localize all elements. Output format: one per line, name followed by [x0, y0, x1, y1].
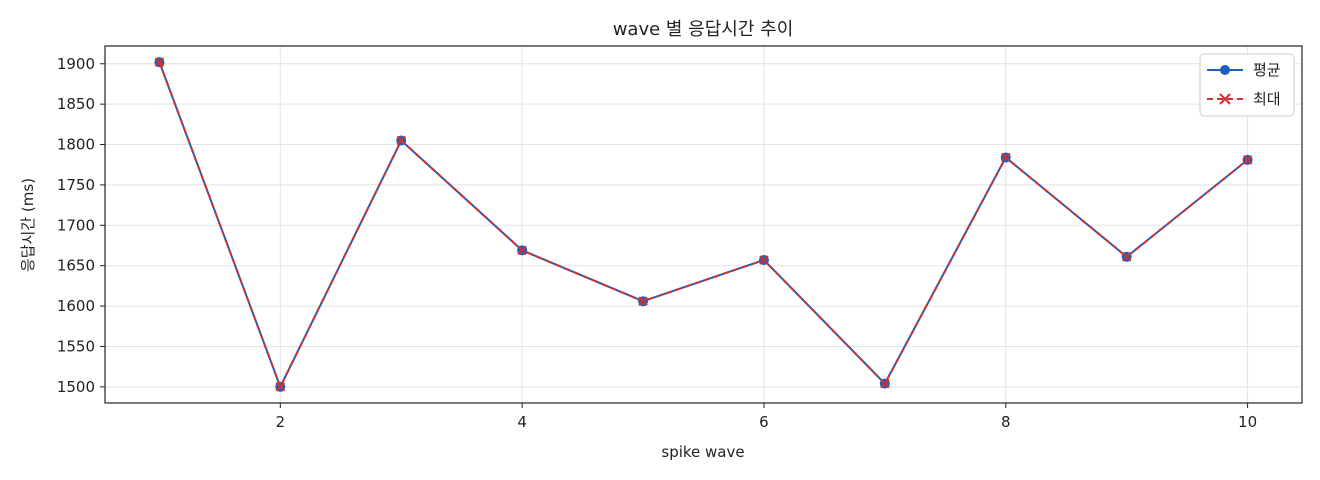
legend-marker-max [1219, 93, 1231, 105]
y-tick-label: 1900 [57, 55, 95, 73]
max-point [154, 57, 165, 67]
x-tick-label: 8 [1001, 413, 1011, 431]
x-tick-label: 2 [276, 413, 286, 431]
y-tick-label: 1850 [57, 95, 95, 113]
y-tick-label: 1500 [57, 378, 95, 396]
chart-title: wave 별 응답시간 추이 [613, 19, 794, 40]
x-tick-label: 4 [517, 413, 527, 431]
x-tick-label: 10 [1238, 413, 1257, 431]
series-layer [154, 57, 1253, 392]
y-tick-label: 1650 [57, 257, 95, 275]
x-tick-label: 6 [759, 413, 769, 431]
y-tick-label: 1550 [57, 337, 95, 355]
max-point [759, 255, 769, 265]
max-point [517, 245, 527, 256]
max-point [396, 135, 406, 146]
y-tick-label: 1750 [57, 176, 95, 194]
ticks: 2 4 6 8 10 1500 1550 1600 1650 1700 1750 1800 1850 19… [57, 55, 1257, 431]
legend-marker-mean [1220, 65, 1230, 75]
max-point [880, 378, 890, 389]
y-tick-label: 1600 [57, 297, 95, 315]
max-point [1001, 152, 1011, 163]
y-axis-title: 응답시간 (ms) [19, 178, 37, 272]
y-tick-label: 1800 [57, 136, 95, 154]
series-line-max [158, 61, 1249, 390]
max-point [1121, 252, 1132, 262]
plot-frame [104, 45, 1303, 404]
max-point [1242, 155, 1253, 165]
legend-label-max: 최대 [1253, 90, 1281, 108]
y-tick-label: 1700 [57, 216, 95, 234]
max-point [275, 382, 286, 392]
max-point [638, 296, 648, 306]
legend-label-mean: 평균 [1253, 61, 1281, 79]
legend: 평균 최대 [1199, 53, 1295, 117]
x-axis-title: spike wave [661, 443, 744, 461]
grid [105, 46, 1302, 403]
series-line-mean [158, 61, 1249, 390]
